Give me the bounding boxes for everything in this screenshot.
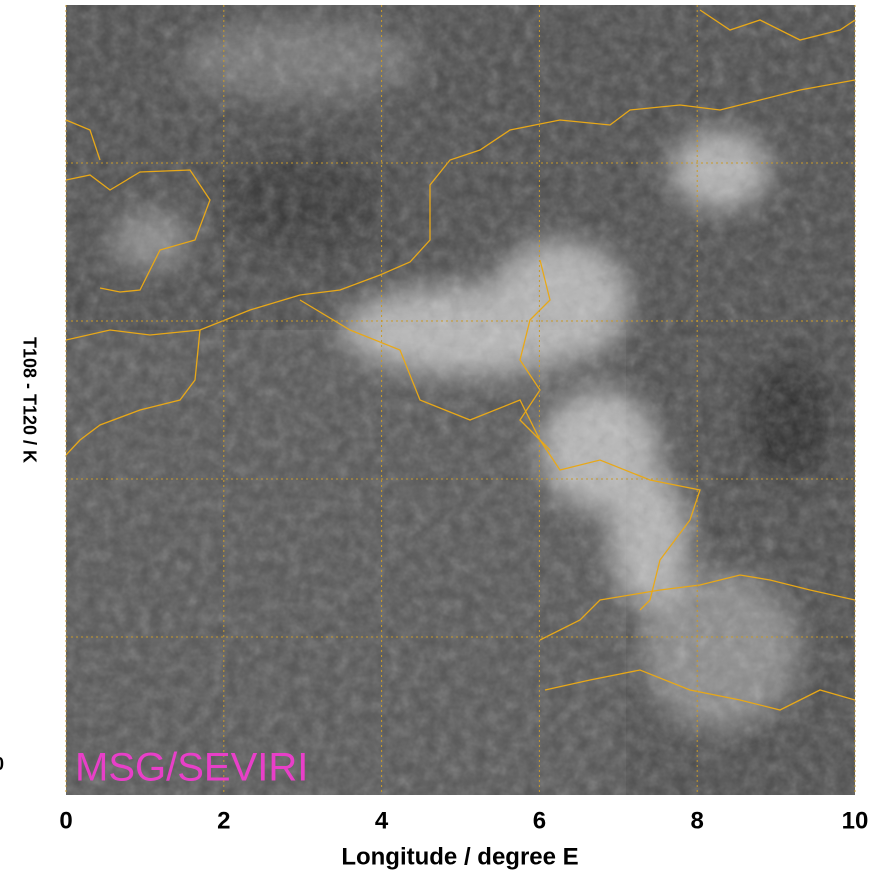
x-tick-label: 0 xyxy=(59,807,72,834)
x-tick-label: 2 xyxy=(217,807,230,834)
satellite-image xyxy=(66,5,855,795)
y-axis-label: T108 - T120 / K xyxy=(19,337,39,463)
page: MSG/SEVIRI Longitude / degree E T108 - T… xyxy=(0,0,879,877)
x-tick-label: 8 xyxy=(691,807,704,834)
x-tick-label: 6 xyxy=(533,807,546,834)
chart: MSG/SEVIRI Longitude / degree E T108 - T… xyxy=(0,0,879,877)
x-tick-label: 10 xyxy=(842,807,869,834)
colorbar-tick-label: 0 xyxy=(0,754,4,774)
x-axis-label: Longitude / degree E xyxy=(341,843,578,870)
x-tick-label: 4 xyxy=(375,807,389,834)
annotation: MSG/SEVIRI xyxy=(75,746,308,790)
